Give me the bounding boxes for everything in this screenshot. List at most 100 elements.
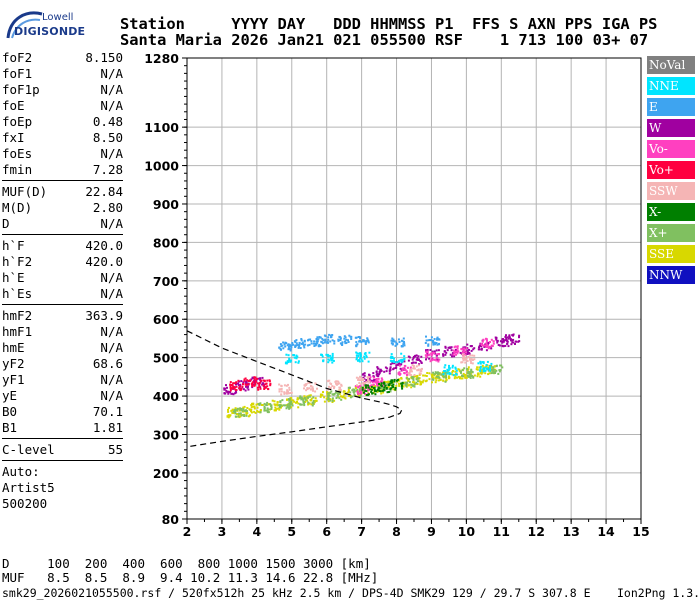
echo-point-x+	[470, 369, 473, 372]
echo-point-x+	[494, 370, 497, 373]
echo-point-nne	[390, 356, 393, 359]
parameter-label: h`F	[2, 238, 25, 253]
echo-point-e	[313, 345, 316, 347]
echo-point-vo-	[374, 381, 377, 384]
echo-point-x+	[498, 369, 501, 372]
echo-point-w	[428, 357, 431, 360]
echo-point-vo+	[242, 383, 244, 386]
echo-point-e	[329, 340, 332, 343]
echo-point-ssw	[416, 369, 419, 372]
echo-point-x-	[387, 391, 390, 393]
echo-point-nne	[393, 357, 395, 360]
echo-point-nne	[448, 364, 450, 367]
echo-point-x+	[284, 404, 287, 407]
echo-point-x-	[392, 385, 395, 388]
echo-point-ssw	[303, 384, 306, 387]
echo-point-w	[505, 334, 507, 337]
echo-point-w	[399, 367, 402, 370]
echo-point-sse	[480, 372, 483, 375]
echo-point-sse	[481, 371, 484, 374]
echo-point-e	[364, 343, 367, 345]
echo-point-vo+	[238, 387, 241, 390]
echo-point-w	[399, 363, 402, 366]
echo-point-vo+	[264, 386, 267, 389]
echo-point-vo-	[490, 338, 493, 341]
echo-point-w	[518, 334, 521, 337]
echo-point-sse	[406, 378, 409, 381]
echo-point-vo-	[492, 342, 495, 345]
echo-point-e	[297, 346, 300, 349]
echo-point-x+	[487, 369, 490, 372]
echo-point-w	[453, 355, 456, 358]
echo-point-sse	[276, 404, 279, 407]
echo-point-ssw	[360, 377, 363, 380]
echo-point-sse	[277, 407, 280, 410]
echo-point-x+	[304, 398, 307, 401]
echo-point-w	[479, 342, 482, 345]
parameter-value: 70.1	[92, 404, 123, 419]
echo-point-w	[230, 392, 233, 395]
echo-point-nne	[296, 355, 299, 358]
echo-point-e	[424, 342, 427, 344]
echo-point-vo+	[237, 379, 240, 382]
echo-point-e	[295, 339, 298, 342]
echo-point-ssw	[280, 385, 283, 387]
echo-point-sse	[467, 366, 470, 369]
echo-point-e	[294, 344, 297, 347]
echo-point-w	[412, 361, 415, 364]
echo-point-w	[244, 389, 247, 392]
echo-point-e	[321, 337, 324, 340]
parameter-value: N/A	[100, 388, 123, 403]
echo-point-x-	[370, 385, 373, 388]
echo-point-w	[433, 350, 436, 353]
echo-point-x+	[312, 400, 315, 403]
echo-point-e	[357, 336, 360, 338]
echo-point-e	[310, 342, 313, 345]
echo-point-x-	[365, 384, 368, 387]
echo-point-ssw	[407, 372, 410, 374]
echo-point-sse	[278, 408, 281, 411]
echo-point-x-	[384, 384, 387, 387]
echo-point-ssw	[363, 384, 366, 387]
echo-point-w	[512, 334, 514, 337]
echo-point-e	[327, 336, 330, 339]
parameter-label: MUF(D)	[2, 184, 48, 199]
echo-point-x+	[470, 375, 473, 377]
echo-point-sse	[426, 372, 429, 374]
echo-point-e	[283, 343, 286, 346]
echo-point-x+	[352, 390, 355, 393]
echo-point-w	[255, 379, 258, 382]
echo-point-x-	[383, 389, 386, 392]
echo-point-w	[502, 338, 505, 340]
echo-point-e	[436, 338, 439, 341]
echo-point-sse	[453, 377, 456, 380]
echo-point-vo-	[375, 379, 378, 382]
echo-point-nne	[446, 372, 449, 375]
echo-point-nne	[485, 367, 488, 370]
echo-point-e	[432, 342, 435, 345]
echo-point-x+	[266, 411, 269, 414]
echo-point-e	[395, 341, 398, 344]
echo-point-nne	[403, 358, 406, 361]
echo-point-ssw	[462, 359, 465, 362]
echo-point-nne	[288, 359, 291, 362]
echo-point-x+	[467, 372, 470, 375]
echo-point-x+	[299, 403, 302, 406]
echo-point-nne	[330, 359, 333, 362]
echo-point-e	[330, 334, 332, 337]
echo-point-x+	[238, 412, 240, 415]
echo-point-x-	[378, 390, 381, 392]
echo-point-vo-	[380, 377, 383, 380]
parameter-row: foE N/A	[2, 98, 123, 114]
echo-point-sse	[493, 365, 496, 368]
echo-point-x+	[263, 407, 266, 409]
echo-point-x+	[302, 401, 305, 404]
echo-point-x+	[239, 407, 242, 410]
echo-point-e	[317, 338, 320, 341]
echo-point-vo+	[262, 384, 265, 387]
echo-point-x+	[330, 390, 333, 393]
echo-point-w	[509, 338, 512, 341]
echo-point-sse	[454, 370, 457, 373]
echo-point-x+	[302, 399, 305, 402]
echo-point-sse	[425, 375, 428, 377]
